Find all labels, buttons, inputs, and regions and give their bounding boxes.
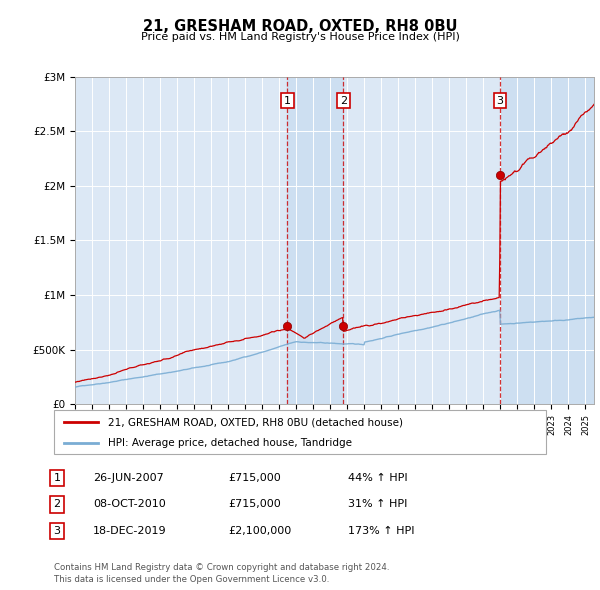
Text: 2: 2: [340, 96, 347, 106]
Text: £715,000: £715,000: [228, 500, 281, 509]
Text: 3: 3: [53, 526, 61, 536]
Text: Contains HM Land Registry data © Crown copyright and database right 2024.: Contains HM Land Registry data © Crown c…: [54, 563, 389, 572]
Text: 26-JUN-2007: 26-JUN-2007: [93, 473, 164, 483]
Text: 1: 1: [284, 96, 291, 106]
Text: 08-OCT-2010: 08-OCT-2010: [93, 500, 166, 509]
Bar: [500, 77, 594, 404]
Text: £715,000: £715,000: [228, 473, 281, 483]
Text: £2,100,000: £2,100,000: [228, 526, 291, 536]
Text: 21, GRESHAM ROAD, OXTED, RH8 0BU (detached house): 21, GRESHAM ROAD, OXTED, RH8 0BU (detach…: [108, 418, 403, 427]
Text: 173% ↑ HPI: 173% ↑ HPI: [348, 526, 415, 536]
Text: 18-DEC-2019: 18-DEC-2019: [93, 526, 167, 536]
FancyBboxPatch shape: [54, 410, 546, 454]
Text: 21, GRESHAM ROAD, OXTED, RH8 0BU: 21, GRESHAM ROAD, OXTED, RH8 0BU: [143, 19, 457, 34]
Text: HPI: Average price, detached house, Tandridge: HPI: Average price, detached house, Tand…: [108, 438, 352, 448]
Text: Price paid vs. HM Land Registry's House Price Index (HPI): Price paid vs. HM Land Registry's House …: [140, 32, 460, 42]
Text: 1: 1: [53, 473, 61, 483]
Text: 44% ↑ HPI: 44% ↑ HPI: [348, 473, 407, 483]
Text: 31% ↑ HPI: 31% ↑ HPI: [348, 500, 407, 509]
Text: 2: 2: [53, 500, 61, 509]
Text: 3: 3: [496, 96, 503, 106]
Bar: [287, 77, 343, 404]
Text: This data is licensed under the Open Government Licence v3.0.: This data is licensed under the Open Gov…: [54, 575, 329, 584]
